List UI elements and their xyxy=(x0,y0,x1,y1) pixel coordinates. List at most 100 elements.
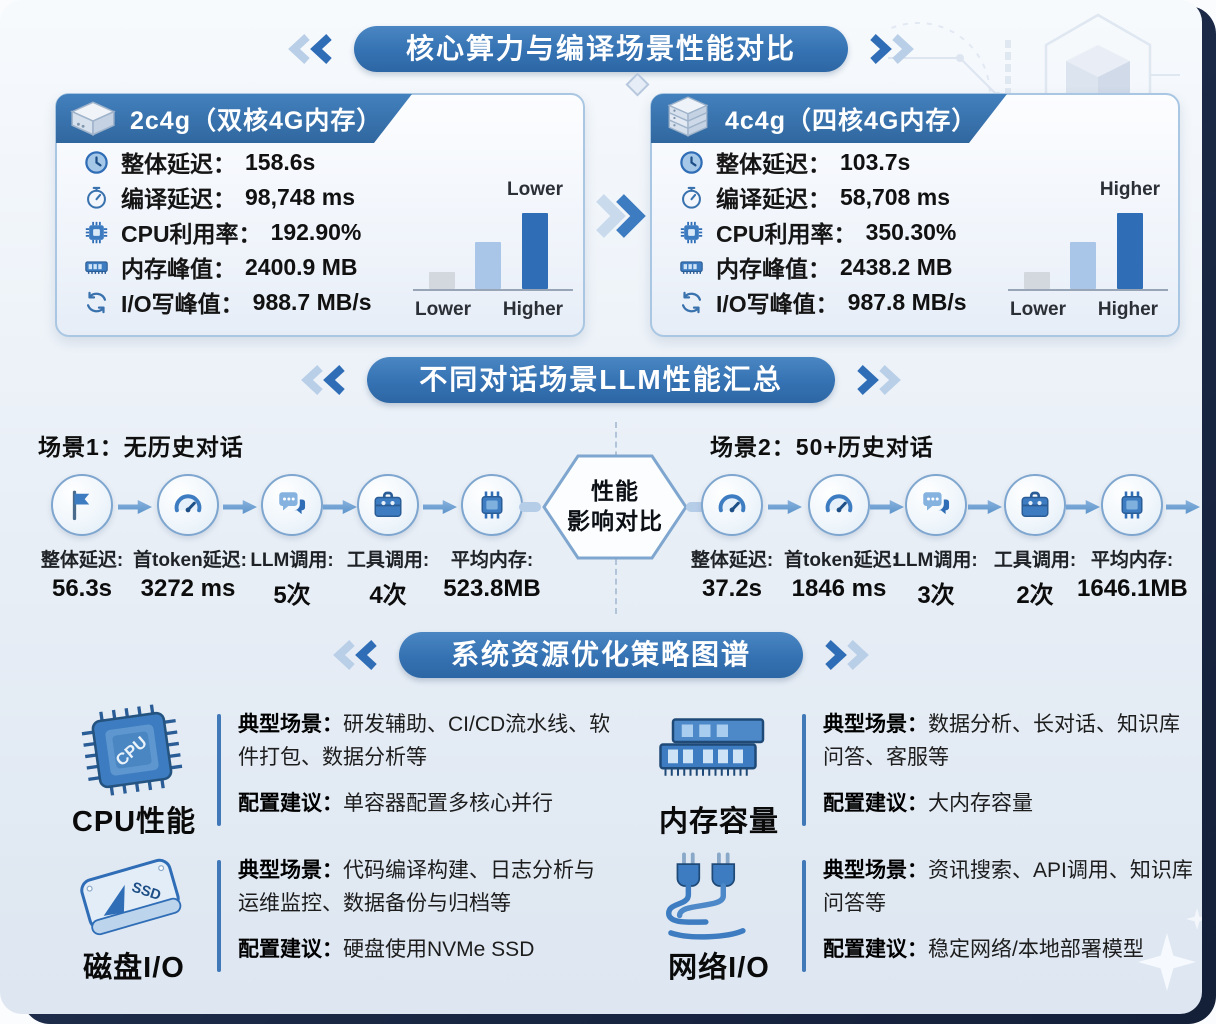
chevrons-right-icon xyxy=(819,640,871,670)
connector-dot xyxy=(519,502,541,512)
config-card-2c4g: 2c4g（双核4G内存） 整体延迟： 158.6s 编译延迟： 98,748 m… xyxy=(55,93,585,337)
chart-bar xyxy=(522,213,548,289)
metric-value: 988.7 MB/s xyxy=(252,288,372,315)
flag-icon xyxy=(51,474,113,536)
flow-step: LLM调用: 5次 xyxy=(237,474,347,610)
badge-text: 性能 影响对比 xyxy=(540,452,690,562)
chart-x-label: Lower xyxy=(1010,299,1066,320)
step-label: 首token延迟: xyxy=(784,550,899,571)
stopwatch-icon xyxy=(678,184,705,211)
strategy-text: 典型场景：资讯搜索、API调用、知识库问答等 配置建议：稳定网络/本地部署模型 xyxy=(823,854,1197,966)
diamond-decoration xyxy=(625,72,650,97)
metric-value: 2400.9 MB xyxy=(245,253,358,280)
double-chevron-icon xyxy=(596,194,646,238)
metric-label: 整体延迟： xyxy=(716,151,831,177)
step-value: 523.8MB xyxy=(443,575,541,602)
cpu-icon xyxy=(83,219,110,246)
connector-dot xyxy=(686,502,708,512)
step-label: 整体延迟: xyxy=(690,550,774,571)
metric-row: 编译延迟： 58,708 ms xyxy=(678,182,950,212)
memory-icon xyxy=(678,254,705,281)
metric-value: 350.30% xyxy=(865,218,957,245)
metric-label: CPU利用率： xyxy=(121,221,262,247)
metric-label: CPU利用率： xyxy=(716,221,857,247)
section2-title: 不同对话场景LLM性能汇总 xyxy=(367,357,835,403)
metric-label: 内存峰值： xyxy=(121,256,236,282)
cpu-icon xyxy=(678,219,705,246)
metric-row: CPU利用率： 192.90% xyxy=(83,217,361,247)
metric-value: 98,748 ms xyxy=(245,183,355,210)
chart-x-label: Higher xyxy=(502,299,564,320)
card-header: 2c4g（双核4G内存） xyxy=(56,94,412,143)
metric-label: 编译延迟： xyxy=(121,186,236,212)
step-value: 5次 xyxy=(273,582,311,609)
step-label: 平均内存: xyxy=(1090,550,1174,571)
gauge-icon xyxy=(157,474,219,536)
section1-banner: 核心算力与编译场景性能对比 xyxy=(0,26,1202,72)
ram-module-icon xyxy=(653,712,781,788)
io-refresh-icon xyxy=(83,289,110,316)
scenario1-title: 场景1：无历史对话 xyxy=(38,434,244,460)
advice-text: 单容器配置多核心并行 xyxy=(343,792,553,815)
step-value: 1646.1MB xyxy=(1077,575,1188,602)
badge-line1: 性能 xyxy=(591,478,639,505)
scene-label: 典型场景： xyxy=(238,713,343,736)
flow-step: 首token延迟: 3272 ms xyxy=(133,474,248,603)
chart-bar xyxy=(1070,242,1096,289)
stopwatch-icon xyxy=(83,184,110,211)
chevrons-left-icon xyxy=(286,34,338,64)
metric-label: I/O写峰值： xyxy=(716,291,839,317)
hexagon-shape xyxy=(542,454,688,560)
mini-bar-chart: Higher Lower Higher xyxy=(1002,179,1174,323)
chevrons-left-icon xyxy=(299,365,351,395)
metric-label: I/O写峰值： xyxy=(121,291,244,317)
chat-icon xyxy=(905,474,967,536)
advice-text: 稳定网络/本地部署模型 xyxy=(928,938,1144,961)
scene-text: 研发辅助、CI/CD流水线、软件打包、数据分析等 xyxy=(238,713,611,769)
chart-x-label: Higher xyxy=(1097,299,1159,320)
metric-row: 内存峰值： 2400.9 MB xyxy=(83,252,358,282)
flow-step: 平均内存: 1646.1MB xyxy=(1077,474,1188,603)
metric-value: 158.6s xyxy=(245,148,316,175)
badge-line2: 影响对比 xyxy=(567,508,663,534)
metric-value: 58,708 ms xyxy=(840,183,950,210)
advice-label: 配置建议： xyxy=(238,938,343,961)
step-label: 首token延迟: xyxy=(133,550,248,571)
chart-bar xyxy=(1117,213,1143,289)
flow-step: 工具调用: 4次 xyxy=(333,474,443,610)
strategy-name: 内存容量 xyxy=(658,806,779,838)
divider xyxy=(217,860,221,972)
metric-value: 2438.2 MB xyxy=(840,253,953,280)
performance-badge: 性能 影响对比 xyxy=(540,452,690,562)
server-stack-icon xyxy=(663,96,713,142)
strategy-cpu: CPU性能 典型场景：研发辅助、CI/CD流水线、软件打包、数据分析等 配置建议… xyxy=(40,702,611,844)
chat-icon xyxy=(261,474,323,536)
clock-icon xyxy=(83,149,110,176)
chart-bar xyxy=(429,272,455,289)
scene-label: 典型场景： xyxy=(823,859,928,882)
chip-icon xyxy=(1101,474,1163,536)
gauge-icon xyxy=(701,474,763,536)
advice-text: 硬盘使用NVMe SSD xyxy=(343,938,535,961)
flow-step: 工具调用: 2次 xyxy=(980,474,1090,610)
metric-label: 编译延迟： xyxy=(716,186,831,212)
scenario2-title: 场景2：50+历史对话 xyxy=(710,434,934,460)
step-label: 工具调用: xyxy=(346,550,430,571)
metric-row: 内存峰值： 2438.2 MB xyxy=(678,252,953,282)
step-value: 4次 xyxy=(369,582,407,609)
flow-step: 整体延迟: 37.2s xyxy=(677,474,787,603)
memory-icon xyxy=(83,254,110,281)
flow-step: 平均内存: 523.8MB xyxy=(437,474,547,603)
cpu-chip-icon xyxy=(68,704,196,796)
section3-title: 系统资源优化策略图谱 xyxy=(398,632,803,678)
metric-row: 整体延迟： 158.6s xyxy=(83,147,315,177)
step-value: 37.2s xyxy=(701,575,763,602)
divider xyxy=(217,714,221,826)
metric-row: CPU利用率： 350.30% xyxy=(678,217,956,247)
step-value: 1846 ms xyxy=(791,575,887,602)
scene-label: 典型场景： xyxy=(238,859,343,882)
advice-label: 配置建议： xyxy=(823,792,928,815)
flow-step: LLM调用: 3次 xyxy=(881,474,991,610)
section2-banner: 不同对话场景LLM性能汇总 xyxy=(0,357,1202,403)
